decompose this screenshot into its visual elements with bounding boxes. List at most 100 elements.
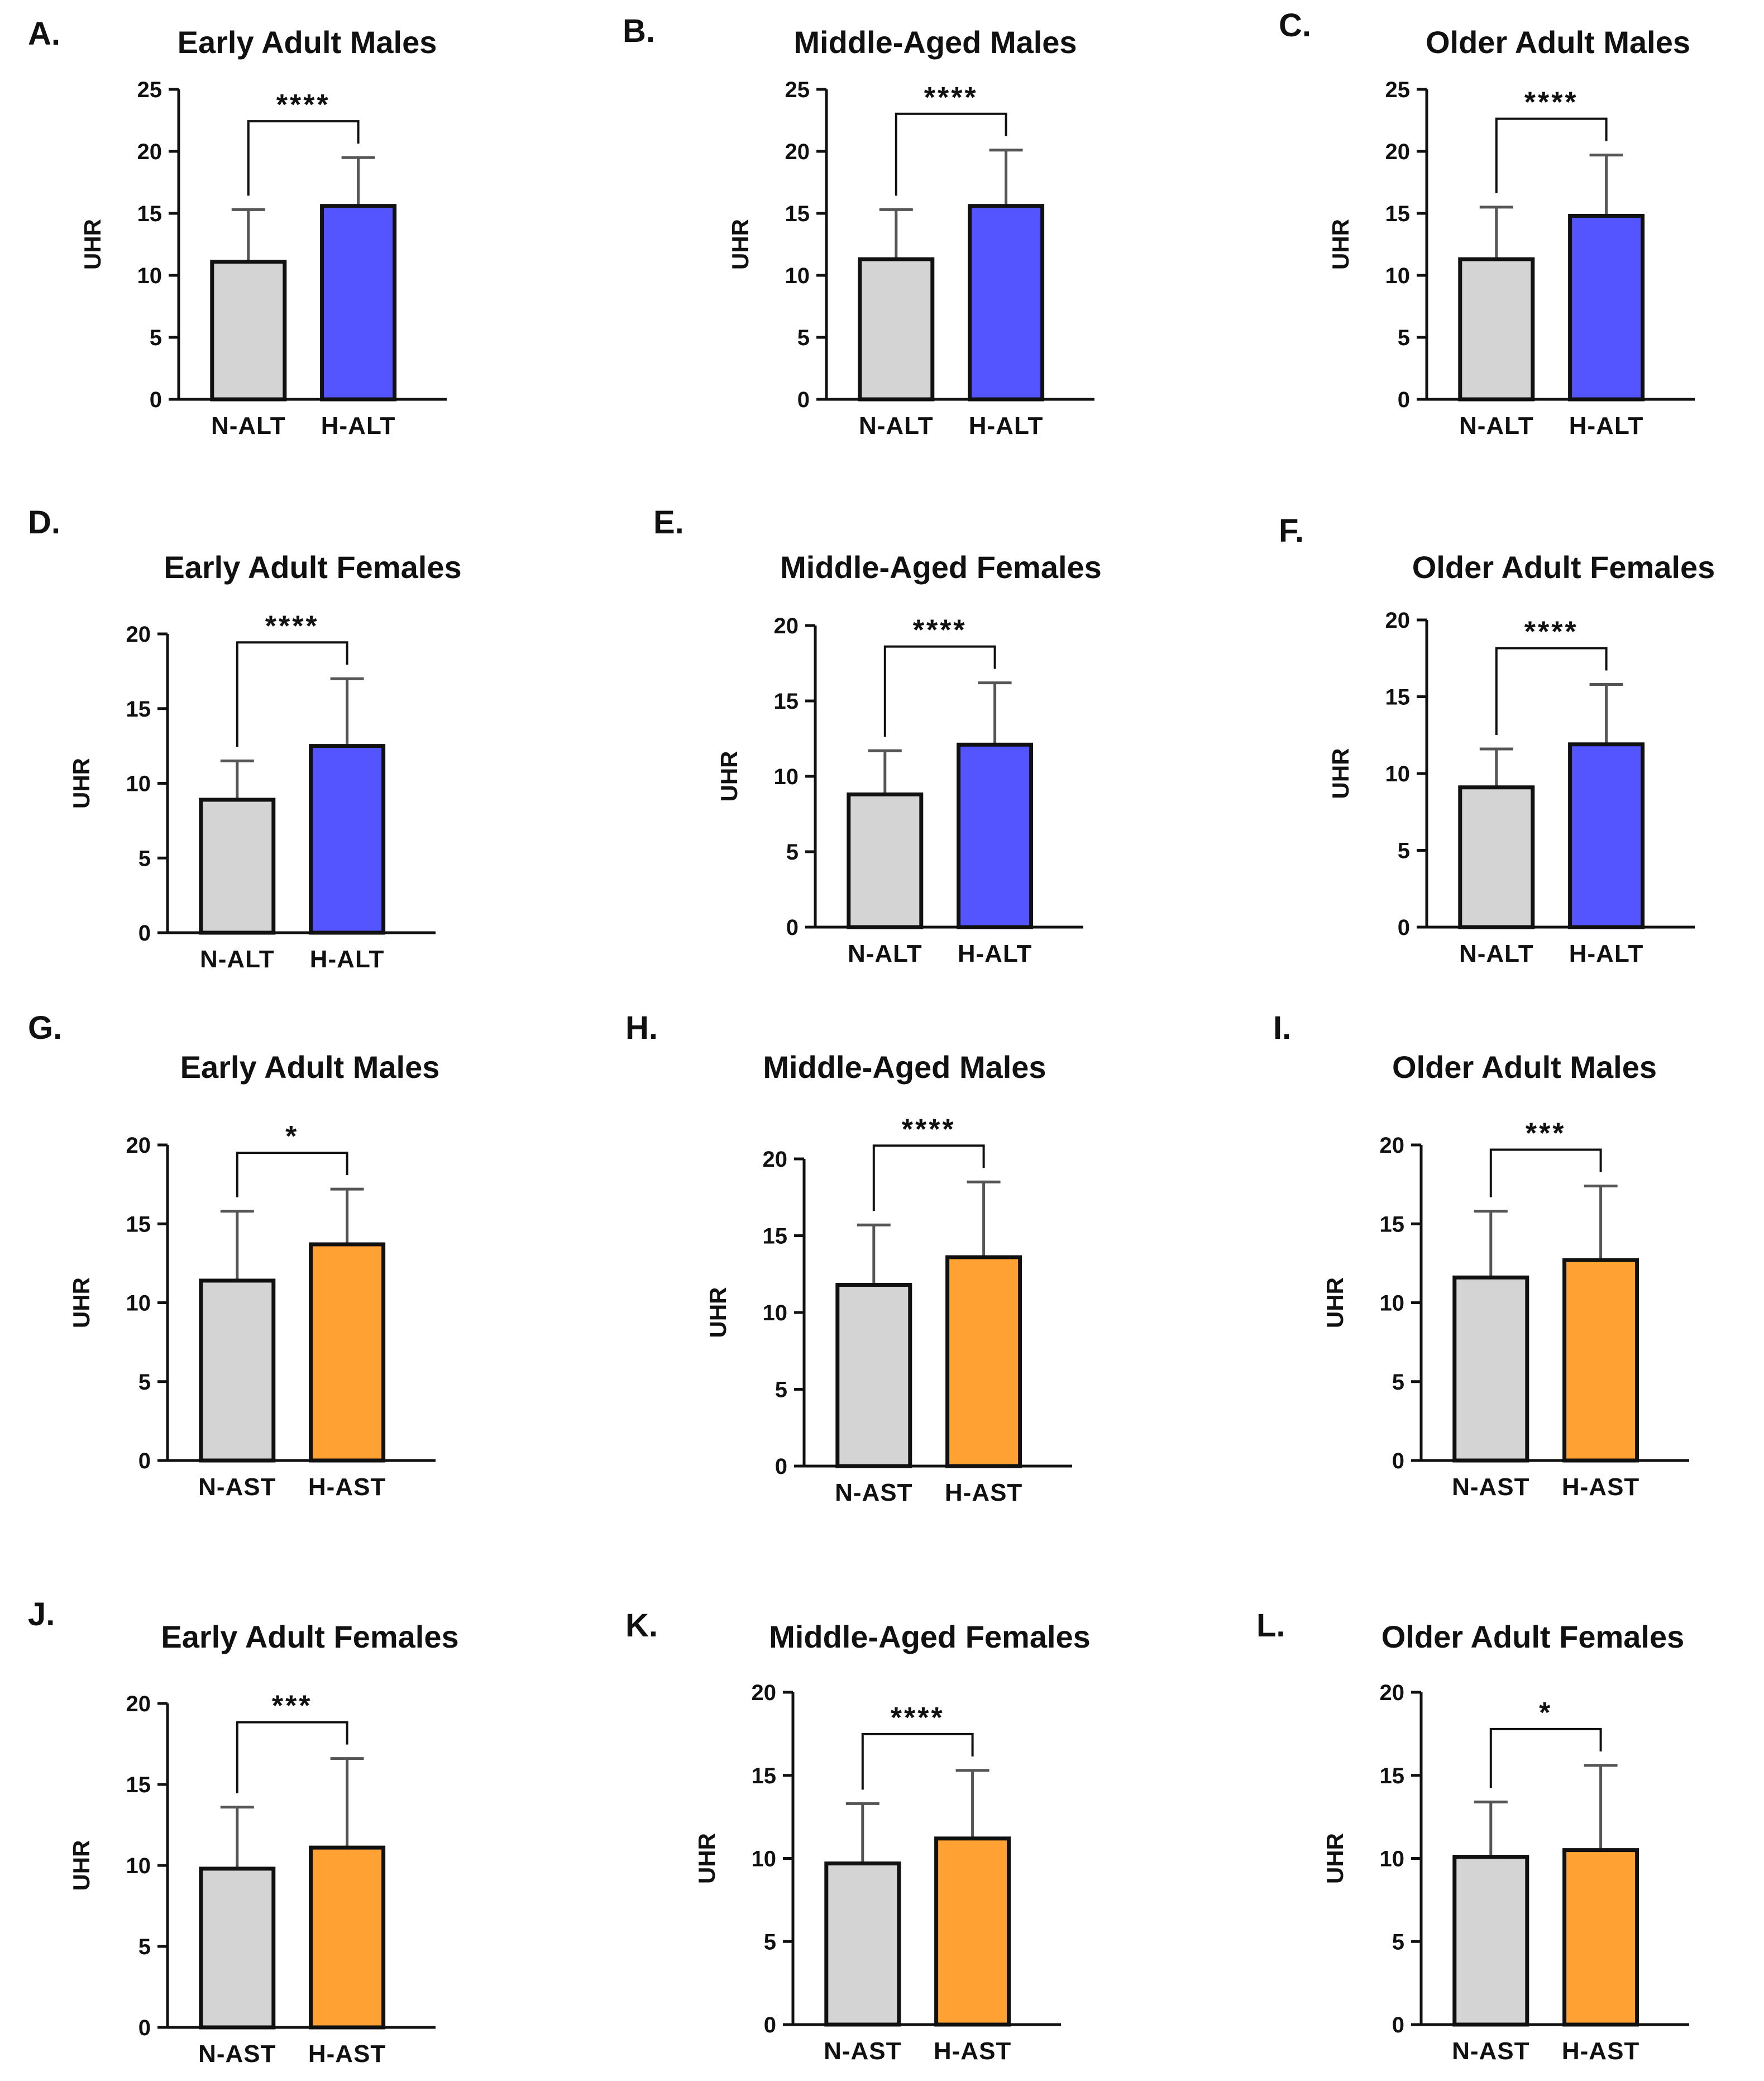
y-tick-label: 5 [1398, 326, 1410, 350]
y-axis-label: UHR [705, 1287, 731, 1338]
significance-bracket [236, 641, 348, 747]
chart-panel: L. Older Adult Females 0 5 10 15 20 UHR N-AST H-A… [1256, 1607, 1689, 2065]
x-category-label: N-ALT [1459, 412, 1534, 440]
y-tick-label: 0 [1398, 388, 1410, 412]
x-category-label: H-ALT [969, 412, 1044, 440]
significance-bracket [1489, 1727, 1602, 1788]
y-axis-label: UHR [1322, 1277, 1348, 1328]
panel-letter: G. [28, 1010, 62, 1046]
chart-title: Middle-Aged Females [780, 550, 1102, 585]
bar [199, 1867, 276, 2030]
x-category-label: H-ALT [1569, 940, 1644, 967]
x-category-label: N-AST [835, 1479, 912, 1506]
chart-title: Older Adult Females [1381, 1619, 1685, 1654]
y-tick-label: 20 [126, 1692, 151, 1716]
y-tick-label: 0 [1398, 915, 1410, 940]
chart-panel: B. Middle-Aged Males 0 5 10 15 20 25 UHR N-ALT H-A… [623, 13, 1094, 440]
chart-panel: F. Older Adult Females 0 5 10 15 20 UHR N-ALT H-A… [1279, 513, 1715, 967]
y-tick-label: 10 [137, 264, 162, 288]
x-category-label: N-ALT [848, 940, 922, 967]
y-axis-label: UHR [68, 1277, 94, 1328]
x-category-label: N-AST [824, 2037, 901, 2065]
bar [957, 742, 1034, 929]
significance-bracket [236, 1721, 348, 1793]
y-tick-label: 15 [137, 202, 162, 226]
y-tick-label: 25 [137, 78, 162, 102]
y-axis-label: UHR [727, 219, 753, 270]
y-tick-label: 15 [126, 1212, 151, 1237]
bar [835, 1283, 912, 1468]
significance-label: **** [276, 89, 331, 121]
chart-title: Older Adult Males [1392, 1049, 1657, 1085]
chart-panel: D. Early Adult Females 0 5 10 15 20 UHR N-ALT H-A… [28, 504, 462, 973]
chart-title: Middle-Aged Males [793, 25, 1077, 60]
panel-letter: K. [625, 1607, 658, 1644]
x-category-label: H-ALT [1569, 412, 1644, 440]
y-tick-label: 0 [786, 915, 799, 940]
bar [847, 792, 924, 929]
x-category-label: H-AST [308, 2040, 386, 2068]
panel-letter: D. [28, 504, 60, 541]
chart-title: Older Adult Males [1426, 25, 1690, 60]
x-category-label: N-AST [1452, 1473, 1529, 1501]
panel-letter: F. [1279, 513, 1304, 549]
significance-bracket [1489, 1148, 1602, 1197]
x-category-label: H-AST [308, 1473, 386, 1501]
y-tick-label: 5 [138, 846, 151, 871]
x-category-label: H-ALT [958, 940, 1032, 967]
y-tick-label: 10 [1385, 762, 1411, 786]
bar [1568, 213, 1645, 402]
bar [858, 257, 935, 402]
chart-panel: K. Middle-Aged Females 0 5 10 15 20 UHR N-AST H-A… [625, 1607, 1091, 2065]
significance-label: **** [1524, 616, 1579, 648]
x-category-label: H-ALT [310, 946, 385, 973]
significance-bracket [872, 1144, 985, 1211]
bar [824, 1861, 901, 2027]
y-axis-label: UHR [1322, 1833, 1348, 1884]
y-tick-label: 15 [1380, 1764, 1405, 1788]
y-tick-label: 20 [785, 140, 810, 164]
bar [968, 204, 1045, 402]
significance-label: *** [272, 1690, 313, 1722]
chart-panel: G. Early Adult Males 0 5 10 15 20 UHR N-AST H-AST… [28, 1010, 439, 1501]
significance-label: **** [902, 1113, 956, 1145]
chart-panel: E. Middle-Aged Females 0 5 10 15 20 UHR N-ALT H-A… [653, 504, 1102, 967]
bar [210, 260, 287, 402]
y-axis-label: UHR [68, 1840, 94, 1891]
y-tick-label: 5 [138, 1935, 151, 1959]
panel-letter: L. [1256, 1607, 1285, 1644]
panel-letter: E. [653, 504, 684, 541]
chart-panel: C. Older Adult Males 0 5 10 15 20 25 UHR N-ALT H-A… [1279, 7, 1695, 440]
y-tick-label: 15 [752, 1764, 777, 1788]
y-tick-label: 0 [764, 2013, 776, 2037]
y-tick-label: 15 [1380, 1212, 1405, 1237]
y-tick-label: 25 [785, 78, 810, 102]
significance-label: *** [1526, 1117, 1566, 1149]
chart-panel: I. Older Adult Males 0 5 10 15 20 UHR N-AST H-AST… [1273, 1010, 1689, 1501]
bar [1452, 1855, 1529, 2027]
y-axis-label: UHR [68, 758, 94, 809]
bar [1452, 1275, 1529, 1463]
x-category-label: N-AST [1452, 2037, 1529, 2065]
y-tick-label: 10 [1380, 1291, 1405, 1316]
y-tick-label: 0 [138, 2016, 151, 2040]
chart-panel: A. Early Adult Males 0 5 10 15 20 25 UHR N-ALT H-A… [28, 16, 447, 440]
y-tick-label: 5 [1392, 1370, 1404, 1395]
y-tick-label: 10 [1380, 1847, 1405, 1872]
panel-letter: J. [28, 1596, 55, 1633]
y-tick-label: 10 [774, 765, 799, 789]
y-tick-label: 15 [126, 697, 151, 722]
significance-label: **** [924, 82, 978, 114]
y-tick-label: 5 [1392, 1930, 1404, 1954]
bar [309, 1242, 386, 1463]
y-tick-label: 0 [797, 388, 810, 412]
y-tick-label: 0 [138, 1449, 151, 1473]
y-tick-label: 10 [763, 1301, 788, 1325]
y-tick-label: 0 [1392, 1449, 1404, 1473]
x-category-label: N-AST [198, 2040, 276, 2068]
chart-title: Early Adult Females [161, 1619, 458, 1654]
significance-label: **** [265, 610, 319, 642]
y-axis-label: UHR [716, 751, 742, 802]
y-tick-label: 20 [763, 1147, 788, 1172]
y-tick-label: 5 [1398, 839, 1410, 863]
